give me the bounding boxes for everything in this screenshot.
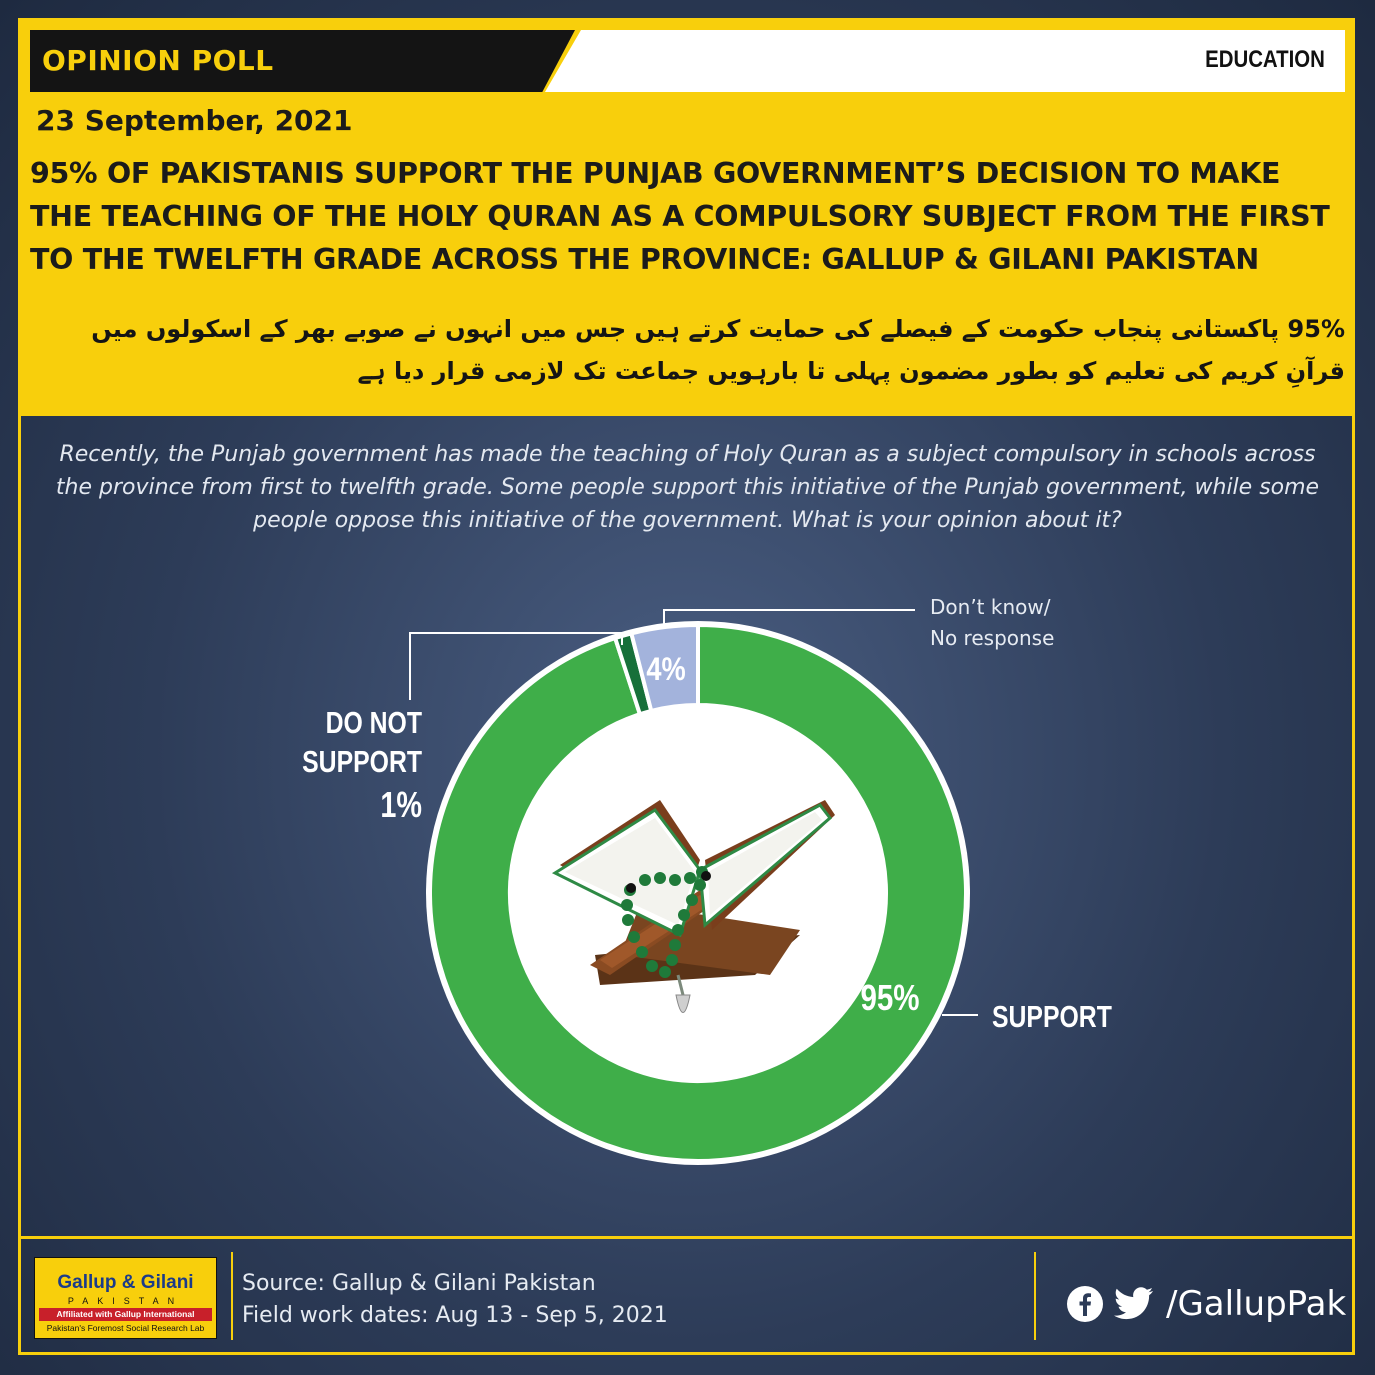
poll-label: OPINION POLL bbox=[42, 44, 274, 77]
not-support-leader bbox=[409, 632, 623, 700]
logo-name: Gallup & Gilani bbox=[57, 1272, 194, 1293]
dont-know-label-line2: No response bbox=[930, 626, 1054, 650]
survey-question: Recently, the Punjab government has made… bbox=[55, 442, 1320, 533]
headline: 95% OF PAKISTANIS SUPPORT THE PUNJAB GOV… bbox=[30, 157, 1330, 276]
dont-know-label-line1: Don’t know/ bbox=[930, 595, 1051, 619]
urdu-headline: 95% پاکستانی پنجاب حکومت کے فیصلے کی حما… bbox=[91, 315, 1345, 385]
support-label: SUPPORT bbox=[992, 999, 1112, 1033]
category-bar bbox=[545, 30, 1345, 92]
footer-divider-right bbox=[1034, 1252, 1036, 1340]
social-handle[interactable]: /GallupPak bbox=[1166, 1284, 1347, 1324]
poll-date: 23 September, 2021 bbox=[36, 104, 353, 137]
twitter-icon[interactable] bbox=[1114, 1287, 1154, 1321]
footer-divider bbox=[18, 1236, 1355, 1239]
category-label: EDUCATION bbox=[1205, 46, 1325, 73]
fieldwork-dates: Field work dates: Aug 13 - Sep 5, 2021 bbox=[242, 1303, 668, 1328]
support-value: 95% bbox=[860, 977, 919, 1017]
not-support-label-line1: DO NOT bbox=[326, 705, 422, 739]
quran-illustration bbox=[551, 800, 835, 1013]
dont-know-leader bbox=[663, 609, 915, 627]
logo-affiliation: Affiliated with Gallup International bbox=[39, 1308, 212, 1321]
not-support-value: 1% bbox=[380, 784, 422, 825]
source-block: Source: Gallup & Gilani Pakistan Field w… bbox=[242, 1268, 668, 1332]
logo-tagline: Pakistan's Foremost Social Research Lab bbox=[46, 1323, 205, 1333]
footer-divider-left bbox=[231, 1252, 233, 1340]
gallup-gilani-logo: Gallup & Gilani PAKISTAN Affiliated with… bbox=[34, 1257, 217, 1339]
page-frame bbox=[18, 18, 1355, 1355]
facebook-icon[interactable] bbox=[1066, 1285, 1104, 1323]
source-text: Source: Gallup & Gilani Pakistan bbox=[242, 1271, 596, 1296]
logo-country: PAKISTAN bbox=[67, 1296, 184, 1306]
dont-know-value: 4% bbox=[646, 652, 685, 688]
poll-label-bar bbox=[30, 30, 575, 92]
social-links: /GallupPak bbox=[1066, 1280, 1346, 1328]
not-support-label-line2: SUPPORT bbox=[302, 744, 422, 778]
